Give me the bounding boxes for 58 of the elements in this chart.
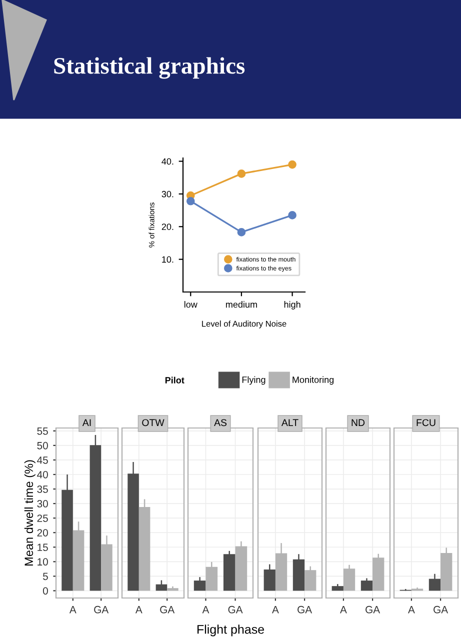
y-tick-label: 10 — [38, 558, 48, 566]
y-tick-label: 55 — [37, 428, 48, 435]
bar — [304, 570, 316, 591]
x-tick-label: A — [272, 606, 279, 614]
y-tick-label: 30 — [37, 500, 48, 508]
point — [237, 228, 246, 236]
y-tick-label: 30. — [162, 190, 174, 198]
x-tick-label: GA — [94, 606, 109, 614]
point — [288, 160, 296, 169]
y-axis-title: Mean dwell time (%) — [24, 460, 36, 566]
chart-title: ALT — [281, 419, 298, 426]
x-tick-label: GA — [160, 606, 175, 614]
point — [288, 211, 296, 220]
x-tick-label: low — [184, 301, 198, 308]
bar — [194, 580, 206, 591]
x-tick-label: A — [202, 606, 210, 614]
chart-title: AI — [82, 419, 91, 426]
bar — [223, 554, 236, 591]
x-axis-title: Level of Auditory Noise — [202, 320, 286, 328]
x-tick-label: A — [408, 606, 415, 614]
y-tick-label: 45 — [37, 456, 48, 464]
legend-label: Flying — [242, 376, 266, 385]
bar — [360, 580, 373, 591]
chart-title: ND — [352, 419, 365, 426]
bar — [167, 588, 178, 591]
x-tick-label: A — [135, 606, 142, 614]
y-tick-label: 10. — [162, 256, 174, 263]
chart-title: AS — [214, 419, 227, 426]
y-tick-label: 40 — [37, 470, 48, 478]
chart-title: FCU — [416, 419, 436, 426]
legend-title: Pilot — [165, 376, 184, 384]
x-axis-title: Flight phase — [197, 624, 264, 636]
bar — [332, 586, 344, 591]
y-tick-label: 25 — [37, 514, 48, 522]
y-tick-label: 5 — [42, 572, 48, 580]
x-tick-label: GA — [298, 606, 312, 614]
bar — [343, 568, 356, 591]
chart-title: OTW — [142, 419, 164, 426]
bar — [372, 558, 384, 591]
x-tick-label: GA — [366, 606, 380, 614]
x-tick-label: A — [340, 606, 347, 614]
legend-label: Monitoring — [292, 376, 334, 385]
point — [237, 170, 246, 178]
x-tick-label: A — [69, 606, 76, 614]
x-tick-label: GA — [228, 606, 243, 614]
y-tick-label: 20 — [37, 529, 48, 536]
x-tick-label: medium — [226, 301, 257, 308]
point — [186, 196, 195, 206]
y-tick-label: 15 — [38, 544, 48, 552]
y-tick-label: 0 — [42, 587, 48, 595]
x-tick-label: GA — [434, 606, 448, 614]
y-tick-label: 40. — [162, 158, 174, 165]
y-tick-label: 35 — [37, 486, 48, 493]
bar — [156, 584, 168, 591]
y-tick-label: 50 — [37, 442, 48, 450]
chart-title: Statistical graphics — [54, 57, 245, 79]
x-tick-label: high — [284, 301, 300, 310]
y-tick-label: 20. — [162, 224, 174, 230]
